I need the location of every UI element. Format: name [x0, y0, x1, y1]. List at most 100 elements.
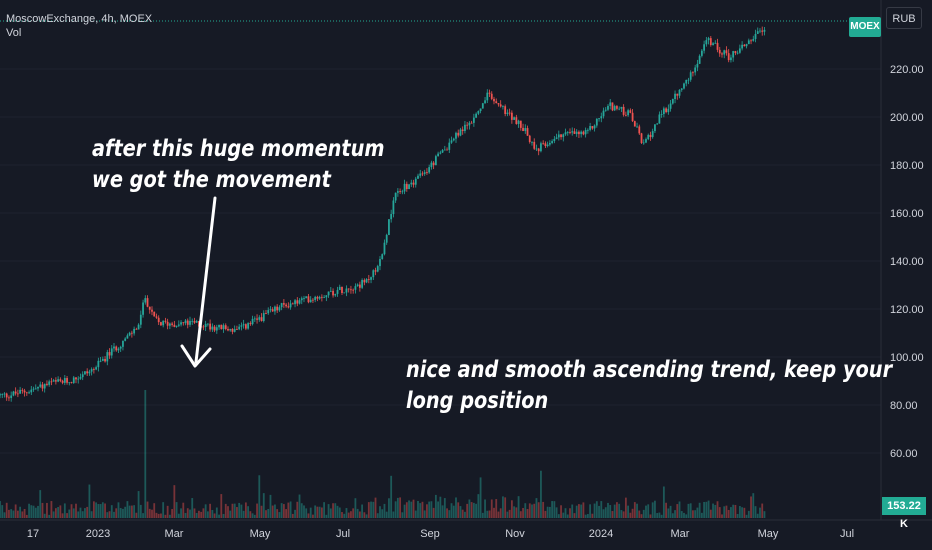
candle-body	[305, 296, 308, 299]
candle-body	[709, 38, 712, 46]
candle-body	[544, 143, 547, 147]
volume-bar	[376, 513, 379, 518]
candle-body	[72, 377, 75, 383]
volume-bar	[108, 511, 111, 518]
candle-body	[144, 298, 147, 303]
volume-bar	[25, 514, 28, 518]
last-price-symbol-tag: MOEX	[849, 17, 881, 37]
volume-bar	[157, 513, 160, 518]
volume-bar	[341, 512, 343, 518]
price-tick-label: 100.00	[890, 352, 924, 364]
volume-bar	[70, 504, 73, 518]
candle-body	[260, 317, 263, 322]
volume-bar	[251, 513, 254, 518]
candle-body	[522, 127, 524, 131]
candle-body	[229, 328, 232, 331]
candle-body	[113, 346, 115, 349]
volume-bar	[727, 509, 730, 518]
volume-bar	[674, 510, 676, 518]
candle-body	[736, 52, 739, 54]
annotation-trend-line2: long position	[406, 388, 549, 414]
candle-body	[318, 296, 321, 299]
volume-bar	[383, 503, 386, 518]
candle-body	[531, 141, 533, 143]
candle-body	[168, 323, 171, 326]
candle-body	[182, 322, 185, 324]
candle-body	[356, 284, 359, 287]
candle-body	[99, 360, 102, 362]
candle-body	[486, 92, 489, 101]
volume-bar	[457, 502, 460, 518]
candle-body	[490, 93, 493, 99]
candle-body	[591, 126, 594, 129]
volume-bar	[379, 506, 381, 518]
candle-body	[680, 88, 683, 90]
candle-body	[624, 114, 627, 116]
candle-body	[676, 93, 679, 96]
volume-bar	[477, 494, 480, 518]
candle-body	[8, 397, 10, 399]
time-tick-label: Mar	[671, 528, 690, 540]
volume-bar	[253, 514, 256, 518]
volume-bar	[385, 511, 388, 518]
chart-grid	[0, 68, 881, 454]
candle-body	[446, 149, 448, 151]
volume-bar	[423, 510, 426, 518]
candle-body	[464, 124, 466, 132]
candle-body	[434, 156, 437, 166]
volume-bar	[338, 507, 341, 518]
volume-bar	[741, 507, 744, 518]
candle-body	[600, 116, 603, 119]
volume-bar	[195, 513, 198, 518]
volume-bar	[620, 510, 623, 518]
candle-body	[633, 121, 636, 127]
candle-body	[220, 324, 223, 330]
volume-bar	[361, 504, 364, 518]
candle-body	[50, 381, 53, 383]
candle-body	[110, 348, 113, 356]
candle-body	[513, 117, 516, 120]
volume-bar	[10, 509, 13, 518]
candle-body	[61, 380, 64, 383]
candle-body	[338, 286, 341, 290]
candle-body	[477, 111, 480, 114]
candle-body	[455, 132, 457, 139]
candle-body	[656, 123, 659, 125]
candle-body	[649, 134, 652, 138]
volume-bar	[589, 504, 592, 518]
volume-bar	[345, 508, 348, 518]
volume-bar	[90, 511, 93, 518]
candle-body	[23, 390, 26, 393]
candle-body	[189, 320, 191, 325]
volume-bar	[52, 511, 55, 518]
volume-bar	[39, 490, 42, 518]
candle-body	[665, 108, 668, 113]
currency-selector[interactable]: RUB	[886, 7, 922, 29]
candle-body	[586, 129, 589, 131]
candle-body	[537, 148, 540, 152]
candle-body	[287, 306, 290, 308]
candle-body	[52, 380, 55, 382]
candle-body	[77, 378, 80, 380]
volume-bar	[347, 512, 350, 518]
candle-body	[457, 132, 460, 136]
volume-bar	[363, 512, 366, 518]
candle-body	[475, 113, 478, 118]
volume-bar	[526, 509, 529, 518]
candle-body	[504, 106, 507, 114]
candle-body	[669, 103, 672, 109]
volume-bar	[175, 502, 178, 518]
candle-body	[750, 40, 752, 42]
volume-bar	[334, 503, 337, 518]
candle-body	[508, 112, 511, 114]
volume-bar	[249, 511, 252, 518]
candle-body	[613, 106, 616, 111]
volume-bar	[146, 501, 149, 518]
volume-bar	[394, 501, 397, 518]
candle-body	[759, 30, 761, 32]
volume-bar	[133, 505, 136, 518]
volume-bar	[519, 511, 522, 518]
volume-bar	[0, 501, 1, 518]
candle-body	[341, 286, 343, 293]
